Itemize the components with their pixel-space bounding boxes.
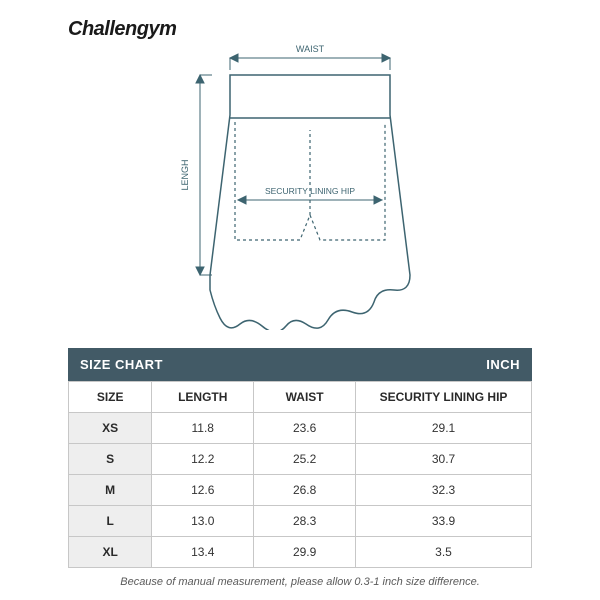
length-label: LENGH [180,159,190,190]
value-cell: 30.7 [356,444,532,475]
table-header-row: SIZE LENGTH WAIST SECURITY LINING HIP [69,382,532,413]
size-cell: XS [69,413,152,444]
garment-diagram: WAIST LENGH SECURITY LINING HIP [0,40,600,340]
size-cell: S [69,444,152,475]
value-cell: 26.8 [254,475,356,506]
table-row: XS11.823.629.1 [69,413,532,444]
table-row: L13.028.333.9 [69,506,532,537]
value-cell: 29.9 [254,537,356,568]
col-size: SIZE [69,382,152,413]
hip-label: SECURITY LINING HIP [265,186,355,196]
value-cell: 33.9 [356,506,532,537]
value-cell: 12.6 [152,475,254,506]
waist-label: WAIST [296,44,325,54]
table-row: S12.225.230.7 [69,444,532,475]
value-cell: 32.3 [356,475,532,506]
value-cell: 12.2 [152,444,254,475]
size-chart: SIZE CHART INCH SIZE LENGTH WAIST SECURI… [68,348,532,588]
size-chart-header: SIZE CHART INCH [68,348,532,381]
size-cell: XL [69,537,152,568]
size-cell: L [69,506,152,537]
size-table: SIZE LENGTH WAIST SECURITY LINING HIP XS… [68,381,532,568]
value-cell: 28.3 [254,506,356,537]
col-hip: SECURITY LINING HIP [356,382,532,413]
value-cell: 11.8 [152,413,254,444]
size-chart-unit: INCH [486,357,520,372]
value-cell: 3.5 [356,537,532,568]
skirt-svg: WAIST LENGH SECURITY LINING HIP [110,40,490,330]
col-length: LENGTH [152,382,254,413]
value-cell: 23.6 [254,413,356,444]
table-row: XL13.429.93.5 [69,537,532,568]
value-cell: 25.2 [254,444,356,475]
footnote: Because of manual measurement, please al… [68,576,532,588]
brand-logo: Challengym [68,18,176,41]
size-chart-title: SIZE CHART [80,357,163,372]
value-cell: 29.1 [356,413,532,444]
value-cell: 13.4 [152,537,254,568]
table-row: M12.626.832.3 [69,475,532,506]
col-waist: WAIST [254,382,356,413]
size-cell: M [69,475,152,506]
value-cell: 13.0 [152,506,254,537]
security-lining [235,122,385,240]
